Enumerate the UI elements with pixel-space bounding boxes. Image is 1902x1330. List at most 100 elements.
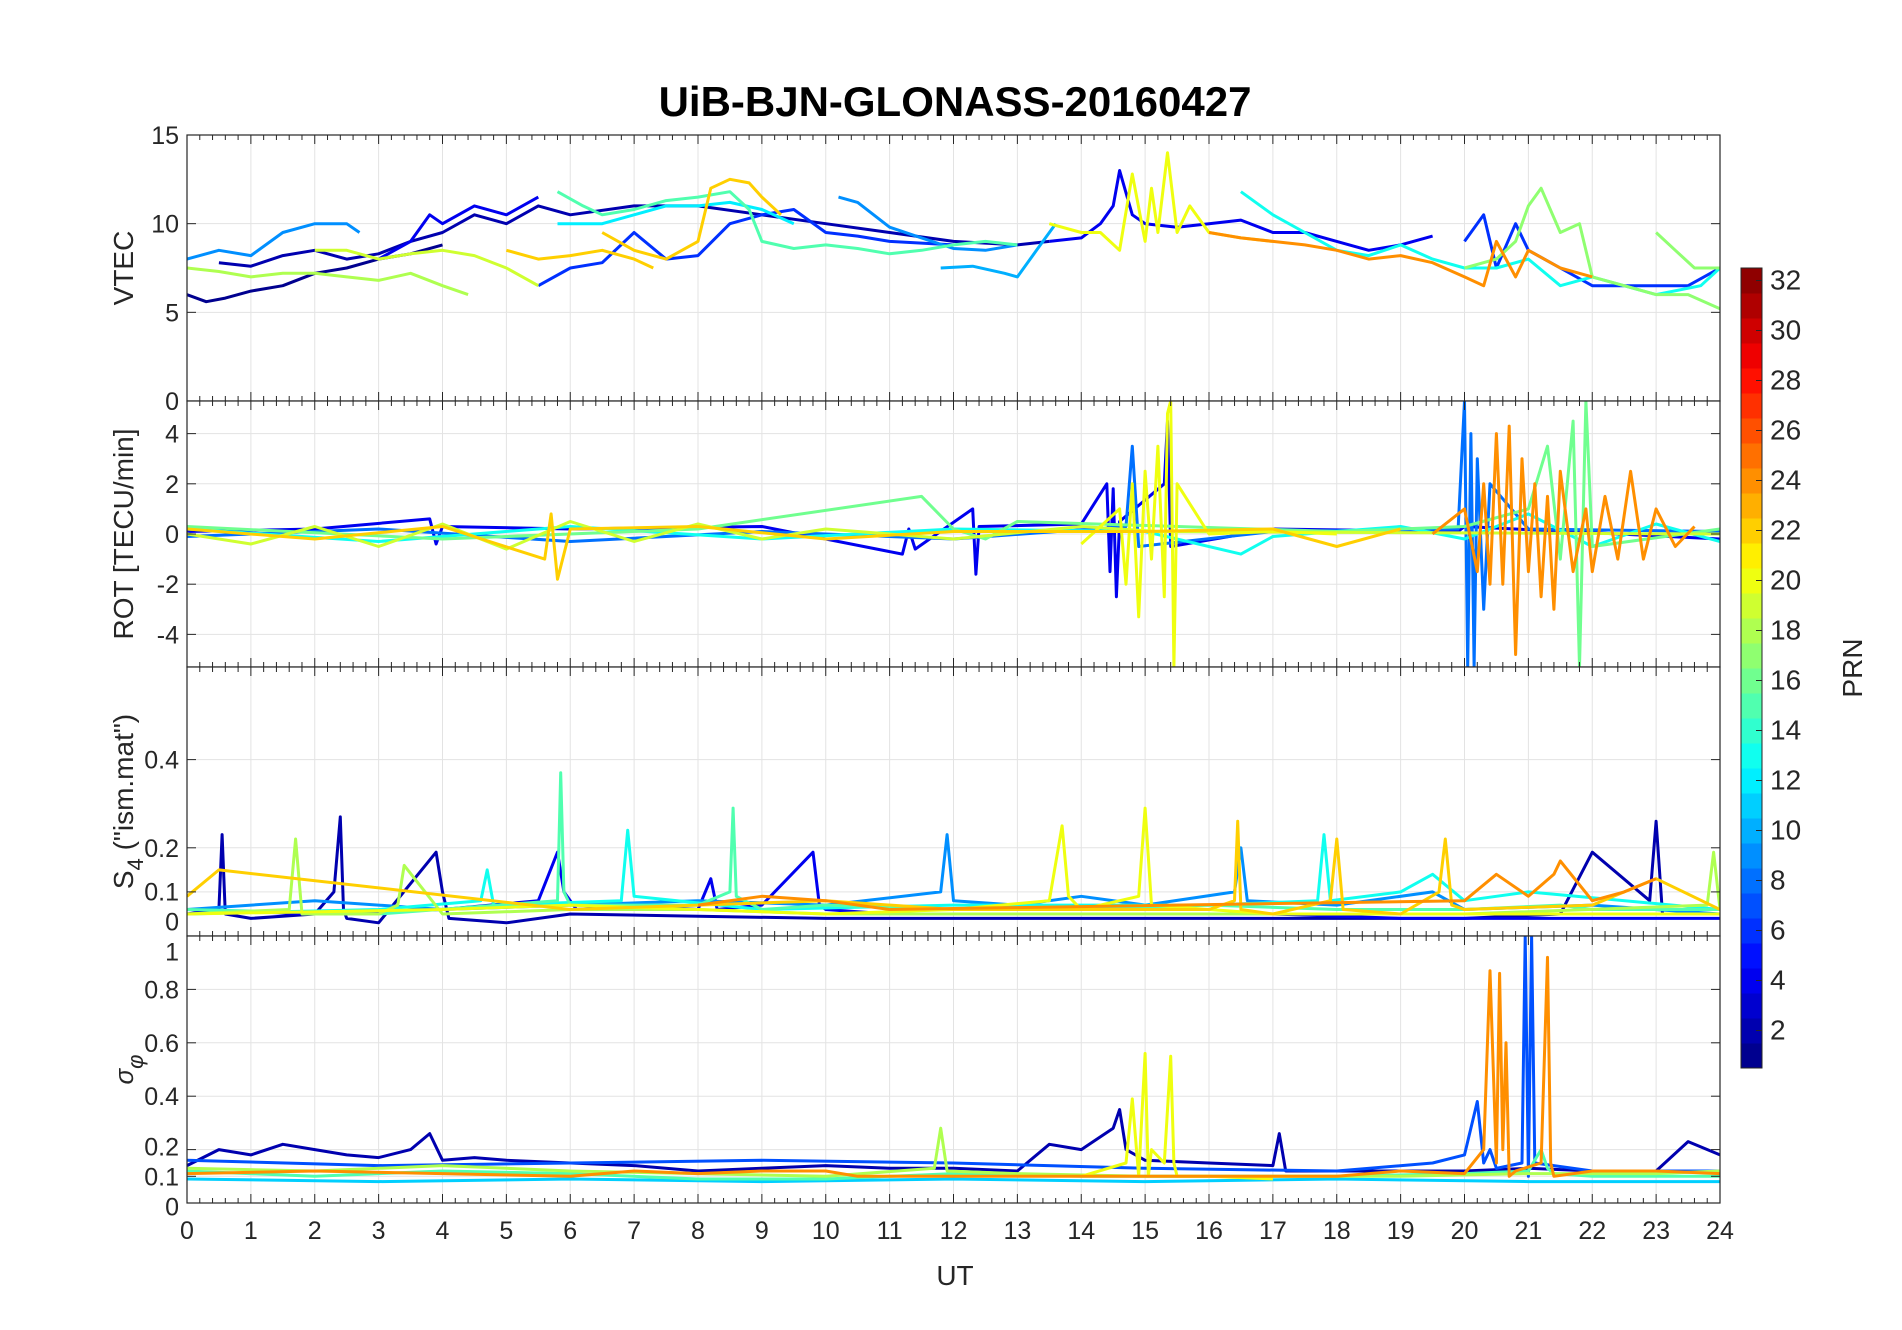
y-tick-label: -2 bbox=[157, 571, 179, 599]
x-tick-label: 22 bbox=[1578, 1217, 1606, 1245]
y-tick-label: 0 bbox=[165, 388, 179, 416]
colorbar-segment bbox=[1741, 993, 1762, 1019]
colorbar-tick-label: 10 bbox=[1770, 815, 1801, 846]
y-tick-label: 15 bbox=[151, 122, 179, 150]
colorbar-tick-label: 24 bbox=[1770, 465, 1801, 496]
series-line-prn-10 bbox=[940, 222, 1057, 279]
series-line-prn-19 bbox=[314, 248, 540, 288]
colorbar-segment bbox=[1741, 768, 1762, 794]
series-line-prn-24 bbox=[697, 859, 1657, 911]
colorbar-segment bbox=[1741, 293, 1762, 319]
series-line-prn-20 bbox=[1080, 401, 1337, 667]
colorbar-segment bbox=[1741, 868, 1762, 894]
colorbar-segment bbox=[1741, 818, 1762, 844]
colorbar-segment bbox=[1741, 593, 1762, 619]
series-line-prn-24 bbox=[1431, 424, 1696, 656]
y-tick-label: 0.2 bbox=[144, 835, 179, 863]
colorbar-segment bbox=[1741, 493, 1762, 519]
y-tick-label: 0.1 bbox=[144, 878, 179, 906]
x-tick-label: 15 bbox=[1131, 1217, 1159, 1245]
colorbar-tick-label: 26 bbox=[1770, 415, 1801, 446]
x-tick-label: 20 bbox=[1451, 1217, 1479, 1245]
x-tick-label: 12 bbox=[940, 1217, 968, 1245]
colorbar-segment bbox=[1741, 693, 1762, 719]
y-axis-label: ROT [TECU/min] bbox=[108, 428, 139, 639]
y-label-main: S bbox=[108, 870, 139, 889]
colorbar-tick-label: 30 bbox=[1770, 315, 1801, 346]
x-tick-label: 14 bbox=[1067, 1217, 1095, 1245]
x-tick-label: 5 bbox=[499, 1217, 513, 1245]
colorbar-tick-label: 4 bbox=[1770, 965, 1786, 996]
x-tick-label: 24 bbox=[1706, 1217, 1734, 1245]
colorbar-segment bbox=[1741, 418, 1762, 444]
y-tick-label: 0.8 bbox=[144, 976, 179, 1004]
series-line-prn-9 bbox=[187, 222, 361, 261]
colorbar-segment bbox=[1741, 568, 1762, 594]
x-tick-label: 1 bbox=[244, 1217, 258, 1245]
x-tick-label: 7 bbox=[627, 1217, 641, 1245]
colorbar-segment bbox=[1741, 668, 1762, 694]
series-line-prn-20 bbox=[1048, 151, 1274, 252]
series-line-prn-24 bbox=[1208, 231, 1593, 288]
x-tick-label: 4 bbox=[436, 1217, 450, 1245]
y-tick-label: 5 bbox=[165, 299, 179, 327]
series-line-prn-22 bbox=[506, 248, 654, 270]
colorbar-tick-label: 22 bbox=[1770, 515, 1801, 546]
colorbar-label: PRN bbox=[1837, 638, 1868, 697]
y-tick-label: 0.4 bbox=[144, 747, 179, 775]
colorbar-segment bbox=[1741, 843, 1762, 869]
y-tick-label: -4 bbox=[157, 621, 179, 649]
x-tick-label: 17 bbox=[1259, 1217, 1287, 1245]
colorbar-frame bbox=[1740, 267, 1763, 1069]
y-tick-label: 0 bbox=[165, 1193, 179, 1221]
y-label-rest: ("ism.mat") bbox=[108, 714, 139, 858]
colorbar-segment bbox=[1741, 918, 1762, 944]
series-line-prn-11 bbox=[187, 1177, 1720, 1184]
y-tick-label: 0 bbox=[165, 908, 179, 936]
y-tick-label: 4 bbox=[165, 421, 179, 449]
colorbar-segment bbox=[1741, 718, 1762, 744]
y-label-sub: φ bbox=[123, 1054, 148, 1068]
series-line-prn-22 bbox=[187, 512, 1401, 581]
y-axis-label: σφ bbox=[109, 1054, 148, 1084]
x-tick-label: 10 bbox=[812, 1217, 840, 1245]
series-group bbox=[187, 771, 1720, 925]
colorbar-segment bbox=[1741, 468, 1762, 494]
series-line-prn-7 bbox=[187, 936, 1720, 1178]
series-group bbox=[187, 151, 1720, 311]
colorbar-segment bbox=[1741, 318, 1762, 344]
colorbar-tick-label: 18 bbox=[1770, 615, 1801, 646]
x-tick-label: 23 bbox=[1642, 1217, 1670, 1245]
series-line-prn-24 bbox=[187, 955, 1720, 1178]
series-group bbox=[187, 401, 1720, 667]
colorbar-segment bbox=[1741, 643, 1762, 669]
colorbar-tick-label: 20 bbox=[1770, 565, 1801, 596]
series-line-prn-15 bbox=[556, 190, 1018, 256]
series-group bbox=[187, 936, 1720, 1184]
colorbar-segment bbox=[1741, 268, 1762, 294]
x-tick-label: 11 bbox=[877, 1217, 903, 1245]
y-axis-label: S4 ("ism.mat") bbox=[108, 714, 148, 889]
colorbar-segment bbox=[1741, 943, 1762, 969]
x-tick-label: 13 bbox=[1003, 1217, 1031, 1245]
series-line-prn-18 bbox=[187, 266, 469, 297]
colorbar-tick-label: 2 bbox=[1770, 1015, 1786, 1046]
x-tick-label: 0 bbox=[180, 1217, 194, 1245]
x-tick-label: 2 bbox=[308, 1217, 322, 1245]
colorbar-segment bbox=[1741, 543, 1762, 569]
colorbar-segment bbox=[1741, 1018, 1762, 1044]
colorbar-segment bbox=[1741, 743, 1762, 769]
panel-0: 0 5 10 15 VTEC bbox=[108, 122, 1721, 416]
y-tick-label: 1 bbox=[165, 938, 179, 966]
colorbar-tick-label: 28 bbox=[1770, 365, 1801, 396]
series-line-prn-17 bbox=[1655, 231, 1720, 270]
x-axis-label: UT bbox=[936, 1260, 973, 1291]
y-tick-label: 10 bbox=[151, 211, 179, 239]
series-line-prn-16 bbox=[187, 401, 1720, 667]
colorbar-tick-label: 16 bbox=[1770, 665, 1801, 696]
y-tick-label: 0.6 bbox=[144, 1030, 179, 1058]
colorbar-tick-label: 12 bbox=[1770, 765, 1801, 796]
series-line-prn-6 bbox=[537, 208, 954, 288]
